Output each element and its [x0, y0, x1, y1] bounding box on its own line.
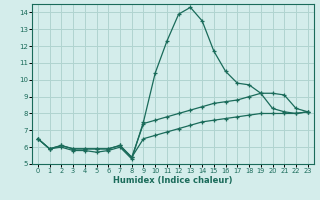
- X-axis label: Humidex (Indice chaleur): Humidex (Indice chaleur): [113, 176, 233, 185]
